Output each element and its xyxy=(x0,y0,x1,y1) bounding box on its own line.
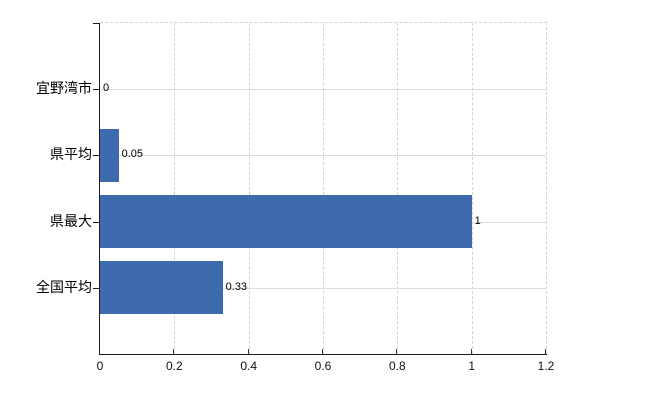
x-tick-label: 0.8 xyxy=(388,359,406,373)
x-tick-label: 0.6 xyxy=(314,359,332,373)
y-axis-top-tick xyxy=(93,23,99,24)
category-label: 全国平均 xyxy=(36,278,92,295)
bar xyxy=(100,261,223,315)
vertical-gridline xyxy=(174,23,176,354)
horizontal-gridline xyxy=(100,89,546,91)
bar-value-label: 0 xyxy=(103,82,110,95)
x-axis-tick xyxy=(470,349,472,354)
x-axis-tick xyxy=(322,349,323,354)
y-axis-line xyxy=(99,23,100,354)
x-axis-tick xyxy=(545,349,546,354)
x-axis-tick xyxy=(173,349,175,354)
category-tick xyxy=(93,155,99,157)
vertical-gridline xyxy=(397,23,399,354)
x-tick-label: 0 xyxy=(96,359,104,373)
horizontal-gridline xyxy=(100,287,546,289)
category-tick xyxy=(93,221,99,223)
x-axis-tick xyxy=(396,349,398,354)
bar-value-label: 0.33 xyxy=(225,280,248,293)
bar xyxy=(100,195,472,249)
bar xyxy=(100,128,119,182)
vertical-gridline xyxy=(323,23,324,354)
category-tick xyxy=(93,89,99,91)
category-label: 県平均 xyxy=(50,146,92,163)
x-tick-label: 1 xyxy=(468,359,475,373)
category-label: 宜野湾市 xyxy=(36,80,92,97)
vertical-gridline xyxy=(471,23,473,354)
category-label: 県最大 xyxy=(50,212,92,229)
plot-area xyxy=(93,22,547,355)
horizontal-gridline xyxy=(100,155,546,157)
vertical-gridline xyxy=(248,23,250,354)
bar-value-label: 1 xyxy=(474,214,481,227)
x-tick-label: 0.2 xyxy=(165,359,183,373)
x-axis-line xyxy=(99,354,547,355)
x-axis-tick xyxy=(247,349,249,354)
bar-value-label: 0.05 xyxy=(121,148,143,161)
x-tick-label: 1.2 xyxy=(537,359,555,373)
category-tick xyxy=(93,287,99,289)
x-tick-label: 0.4 xyxy=(240,359,257,373)
